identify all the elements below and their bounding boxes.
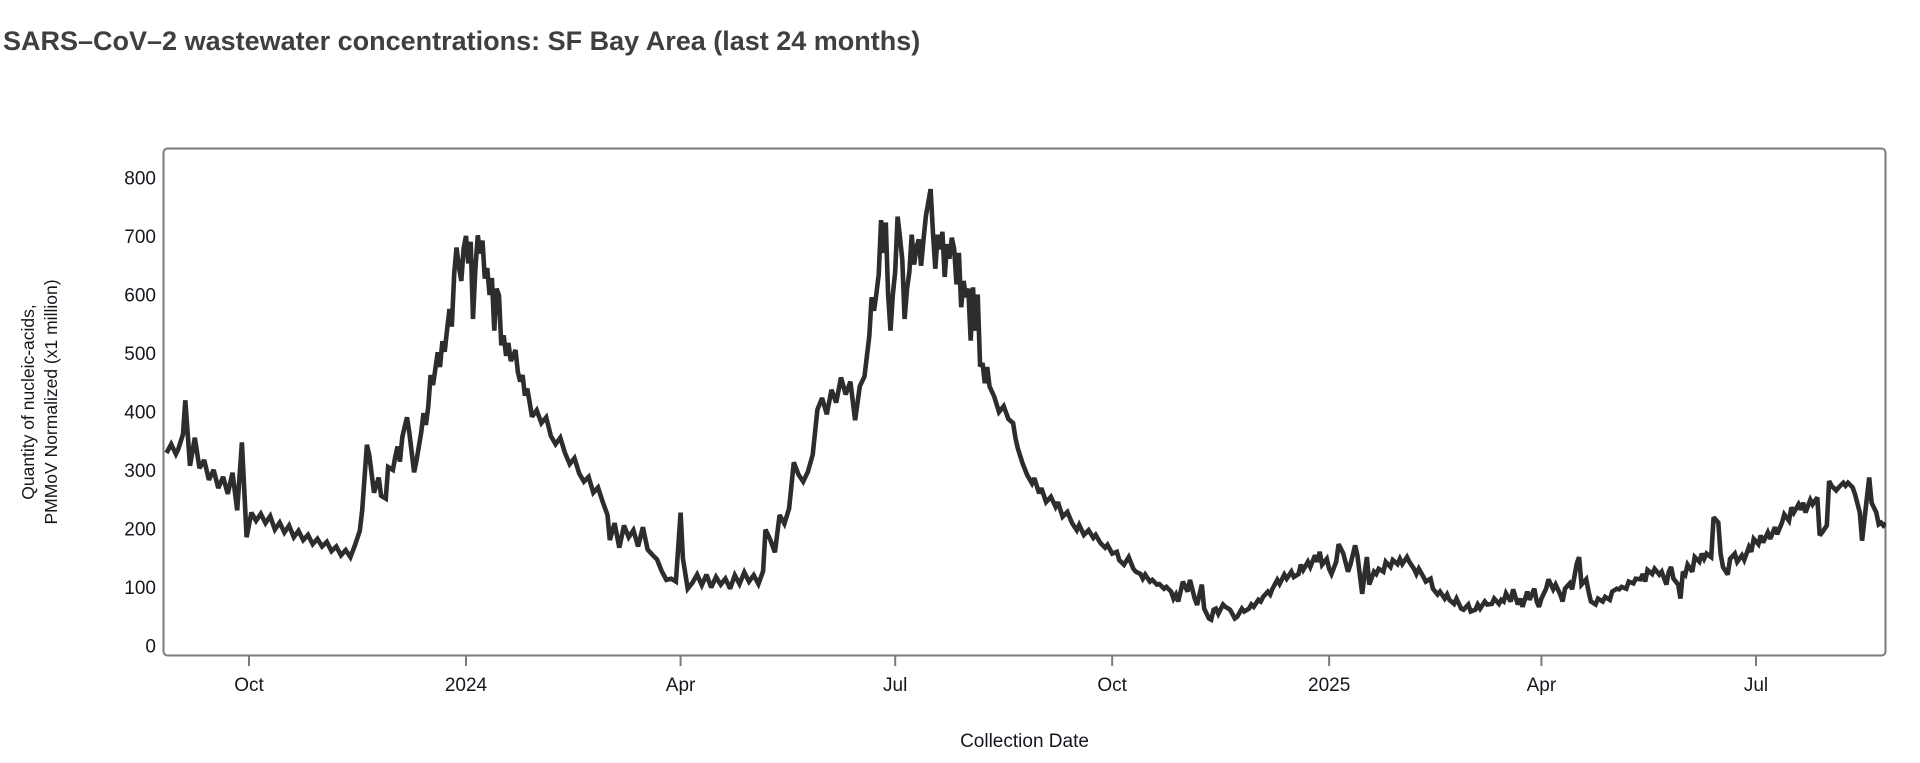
chart-title: SARS–CoV–2 wastewater concentrations: SF… xyxy=(3,26,921,56)
y-tick-label: 200 xyxy=(124,520,156,541)
plot-border xyxy=(162,147,1887,657)
x-axis: Oct 2024 Apr Jul Oct 2025 Apr Jul xyxy=(234,656,1768,696)
x-tick-label: Oct xyxy=(1097,675,1127,696)
x-tick-label: 2025 xyxy=(1308,675,1350,696)
x-tick-label: 2024 xyxy=(445,675,488,696)
y-tick-label: 400 xyxy=(124,403,156,424)
x-tick-label: Jul xyxy=(1744,675,1768,696)
x-tick-label: Apr xyxy=(1527,675,1557,696)
x-tick-label: Apr xyxy=(666,675,696,696)
y-axis-title-line2: PMMoV Normalized (x1 million) xyxy=(41,279,61,524)
y-axis-title-line1: Quantity of nucleic-acids, xyxy=(18,304,38,500)
x-axis-title: Collection Date xyxy=(960,731,1089,752)
x-tick-label: Jul xyxy=(883,675,907,696)
concentration-line-series xyxy=(164,188,1886,624)
y-tick-label: 600 xyxy=(124,286,156,307)
x-tick-label: Oct xyxy=(234,675,264,696)
y-tick-label: 700 xyxy=(124,227,156,248)
y-axis: 0 100 200 300 400 500 600 700 800 xyxy=(124,169,156,658)
y-tick-label: 800 xyxy=(124,169,156,190)
y-tick-label: 500 xyxy=(124,344,156,365)
y-tick-label: 100 xyxy=(124,578,156,599)
y-tick-label: 300 xyxy=(124,461,156,482)
y-tick-label: 0 xyxy=(145,637,156,658)
